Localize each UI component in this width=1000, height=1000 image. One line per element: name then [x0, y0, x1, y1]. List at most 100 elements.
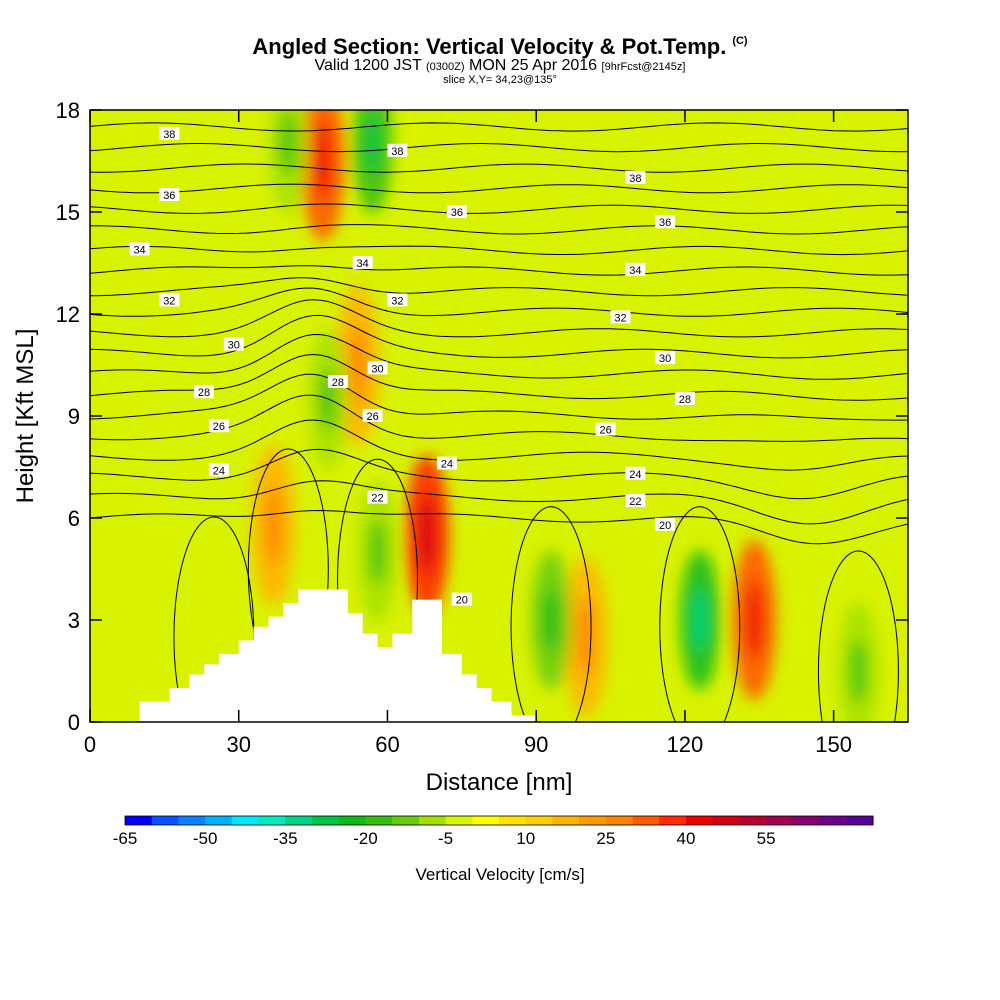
contour-label-box-15 [194, 385, 215, 399]
subtitle-date: MON 25 Apr 2016 [469, 57, 598, 74]
chart-title-block: Angled Section: Vertical Velocity & Pot.… [0, 36, 1000, 86]
colorbar-swatch-26 [819, 816, 847, 825]
contour-label-25: 22 [629, 496, 641, 508]
contour-label-box-25 [625, 494, 646, 507]
x-tick-label-4: 120 [667, 732, 704, 757]
subtitle-main: Valid 1200 JST [314, 57, 422, 74]
colorbar-frame [124, 815, 874, 826]
contour-label-15: 28 [198, 387, 210, 399]
contour-label-0: 38 [163, 129, 175, 141]
chart-title: Angled Section: Vertical Velocity & Pot.… [252, 36, 747, 58]
colorbar-swatch-20 [659, 816, 687, 825]
contour-label-22: 24 [441, 459, 453, 471]
contour-label-27: 20 [456, 595, 468, 607]
chart-subtitle: Valid 1200 JST (0300Z) MON 25 Apr 2016 [… [0, 58, 1000, 74]
isentrope-35 [90, 203, 908, 214]
contour-label-11: 32 [614, 312, 626, 324]
contour-label-26: 20 [659, 520, 671, 532]
y-tick-label-2: 6 [68, 506, 80, 531]
x-tick-label-1: 30 [226, 732, 250, 757]
y-tick-label-6: 18 [56, 98, 80, 123]
contour-label-box-13 [367, 361, 388, 375]
updraft-core-2 [349, 325, 366, 405]
contour-label-7: 34 [357, 258, 369, 270]
contour-label-box-23 [625, 466, 646, 480]
contour-label-box-16 [327, 375, 348, 388]
contour-label-6: 34 [133, 244, 145, 256]
colorbar-swatch-19 [632, 816, 660, 825]
contour-labels: 38 38 38 36 36 36 34 34 34 32 32 32 30 30 30 28 28 28 26 26… [129, 126, 695, 607]
isentrope-36 [90, 183, 908, 194]
colorbar-swatch-25 [792, 816, 821, 825]
downdraft-core-5 [691, 588, 708, 652]
contour-label-16: 28 [332, 377, 344, 389]
isentrope-39 [90, 122, 908, 132]
colorbar-swatch-24 [766, 816, 794, 825]
contour-label-box-8 [625, 262, 646, 276]
colorbar-swatch-3 [205, 816, 233, 825]
downdraft-core-0 [280, 112, 297, 176]
colorbar-label-2: -35 [273, 829, 298, 848]
low-level-contour-3 [510, 506, 592, 722]
isentrope-27 [90, 333, 908, 380]
isentrope-28 [90, 314, 908, 359]
subtitle-forecast: [9hrFcst@2145z] [601, 61, 686, 73]
isentrope-33 [90, 245, 908, 256]
contour-label-14: 30 [659, 353, 671, 365]
updraft-core-3 [419, 495, 436, 575]
contour-label-19: 26 [366, 411, 378, 423]
colorbar-swatch-16 [552, 816, 580, 825]
colorbar-swatch-4 [231, 816, 260, 825]
terrain-profile [90, 589, 908, 722]
contour-label-box-1 [387, 143, 408, 157]
isentrope-38 [90, 143, 908, 153]
colorbar-label-5: 10 [516, 829, 535, 848]
downdraft-core-2 [369, 520, 386, 584]
contour-label-box-20 [595, 422, 616, 436]
colorbar-swatch-5 [258, 816, 286, 825]
colorbar: -65 -50 -35 -20 -5 10 25 40 55 [113, 815, 874, 848]
updraft-core-1 [315, 121, 332, 201]
colorbar-swatch-8 [338, 816, 366, 825]
contour-label-12: 30 [228, 340, 240, 352]
colorbar-label-6: 25 [596, 829, 615, 848]
subtitle-utc: (0300Z) [426, 61, 465, 73]
contour-label-box-24 [367, 490, 388, 504]
colorbar-swatch-17 [579, 816, 607, 825]
contour-label-13: 30 [371, 363, 383, 375]
colorbar-swatch-0 [125, 816, 153, 825]
colorbar-swatch-13 [472, 816, 500, 825]
x-tick-label-3: 90 [524, 732, 548, 757]
y-tick-label-5: 15 [56, 200, 80, 225]
contour-label-box-10 [387, 293, 408, 307]
contour-label-box-4 [446, 205, 467, 218]
colorbar-swatch-2 [178, 816, 206, 825]
y-axis-title: Height [Kft MSL] [12, 329, 39, 504]
colorbar-swatch-7 [312, 816, 340, 825]
isentrope-29 [90, 299, 908, 338]
updraft-core-5 [746, 580, 763, 660]
contour-label-box-18 [208, 419, 229, 433]
contour-label-box-14 [655, 351, 676, 365]
contour-label-box-11 [610, 310, 631, 324]
isentrope-31 [90, 277, 908, 297]
colorbar-title: Vertical Velocity [cm/s] [415, 865, 584, 884]
colorbar-swatch-22 [712, 816, 740, 825]
updraft-core-0 [265, 484, 282, 565]
colorbar-swatch-12 [445, 816, 473, 825]
colorbar-swatch-10 [392, 816, 420, 825]
y-tick-label-1: 3 [68, 608, 80, 633]
plot-area: 38 38 38 36 36 36 34 34 34 32 32 32 30 30 30 28 28 28 26 26… [90, 110, 908, 722]
y-tick-label-0: 0 [68, 710, 80, 735]
contour-label-20: 26 [599, 425, 611, 437]
y-tick-label-4: 12 [56, 302, 80, 327]
contour-label-2: 38 [629, 173, 641, 185]
colorbar-swatch-14 [499, 816, 527, 825]
contour-label-box-6 [129, 242, 150, 256]
colorbar-swatch-18 [605, 816, 634, 825]
colorbar-swatch-1 [151, 816, 179, 825]
x-tick-label-5: 150 [815, 732, 852, 757]
contour-label-box-7 [352, 256, 373, 269]
colorbar-swatch-9 [365, 816, 393, 825]
